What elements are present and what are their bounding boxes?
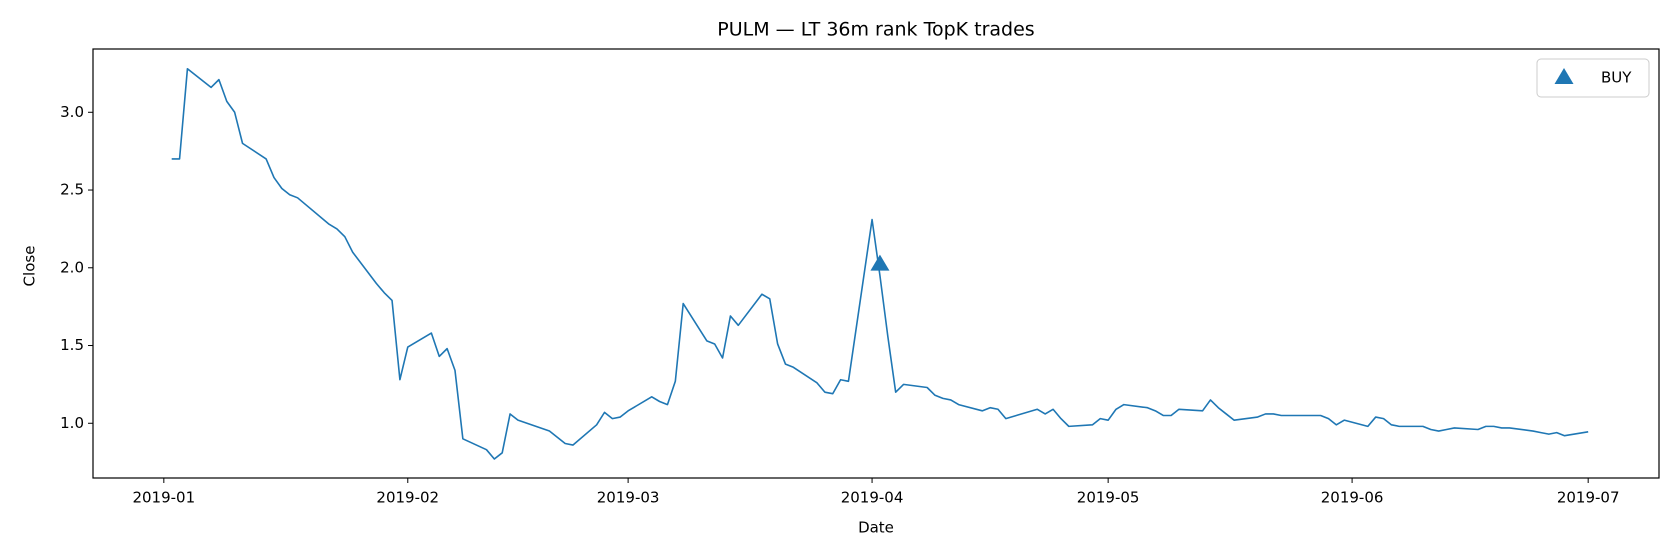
legend-box <box>1536 58 1650 98</box>
legend-label: BUY <box>1601 69 1632 87</box>
y-tick-label: 1.0 <box>60 414 84 432</box>
x-tick-label: 2019-03 <box>597 489 660 507</box>
x-tick-label: 2019-01 <box>132 489 195 507</box>
plot-frame <box>92 48 1660 479</box>
y-tick-label: 3.0 <box>60 103 84 121</box>
x-tick-label: 2019-07 <box>1557 489 1620 507</box>
x-tick-label: 2019-02 <box>376 489 439 507</box>
price-line <box>171 67 1589 460</box>
buy-marker <box>870 254 890 271</box>
x-tick-label: 2019-05 <box>1077 489 1140 507</box>
y-tick-label: 2.5 <box>60 181 84 199</box>
x-tick-label: 2019-04 <box>841 489 904 507</box>
x-axis-label: Date <box>858 519 894 537</box>
x-tick-label: 2019-06 <box>1321 489 1384 507</box>
chart-title: PULM — LT 36m rank TopK trades <box>717 19 1034 41</box>
y-axis-label: Close <box>21 246 39 287</box>
y-tick-label: 1.5 <box>60 336 84 354</box>
y-tick-label: 2.0 <box>60 258 84 276</box>
legend-marker <box>1554 68 1574 84</box>
